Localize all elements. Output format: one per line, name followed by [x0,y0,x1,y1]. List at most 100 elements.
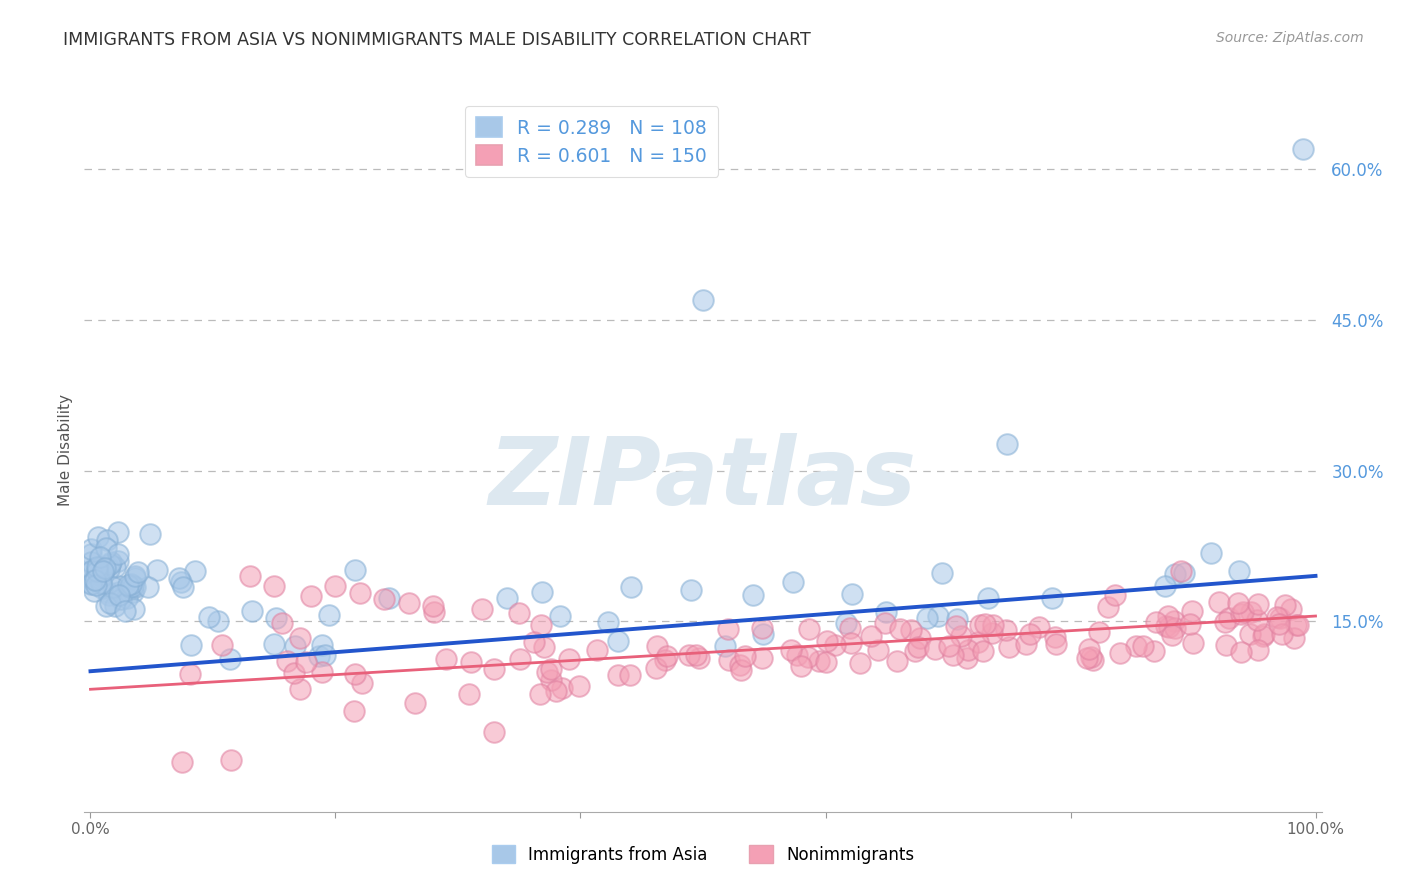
Point [790,659,813,673]
Point [931,566,953,581]
Point [283,665,305,680]
Point [1229,645,1251,659]
Point [815,634,838,648]
Point [343,666,366,681]
Point [89,549,111,564]
Point [973,617,995,632]
Point [221,753,243,767]
Point [458,687,481,701]
Point [1268,617,1291,632]
Point [311,665,333,679]
Point [79,542,101,557]
Point [108,588,131,602]
Point [496,591,519,606]
Point [1125,639,1147,653]
Point [91,581,114,595]
Point [124,580,146,594]
Point [219,652,242,666]
Point [1292,143,1315,157]
Point [942,648,965,662]
Point [84,573,107,587]
Point [80,555,103,569]
Point [956,650,979,665]
Point [136,580,159,594]
Point [97,562,120,576]
Point [957,643,980,657]
Point [530,585,553,599]
Point [557,652,579,666]
Point [685,648,707,663]
Point [533,640,555,654]
Point [1232,605,1254,619]
Point [124,602,146,616]
Point [606,633,628,648]
Point [688,651,710,665]
Point [1164,566,1187,581]
Point [299,589,322,603]
Point [422,599,444,613]
Point [434,652,457,666]
Point [138,526,160,541]
Point [121,585,143,599]
Point [508,606,530,620]
Point [1180,617,1202,632]
Point [398,596,420,610]
Point [82,574,104,588]
Point [94,561,117,575]
Point [751,622,773,636]
Point [751,626,773,640]
Point [108,579,131,593]
Point [1274,598,1296,612]
Point [276,654,298,668]
Point [523,635,546,649]
Point [889,622,911,636]
Text: IMMIGRANTS FROM ASIA VS NONIMMIGRANTS MALE DISABILITY CORRELATION CHART: IMMIGRANTS FROM ASIA VS NONIMMIGRANTS MA… [63,31,811,49]
Point [284,640,307,654]
Point [124,568,146,582]
Point [172,755,194,769]
Point [1215,639,1237,653]
Point [179,667,201,681]
Point [644,661,666,675]
Point [184,564,207,578]
Point [97,558,120,573]
Point [717,653,740,667]
Point [1081,652,1104,666]
Point [915,611,938,625]
Point [1132,639,1154,653]
Y-axis label: Male Disability: Male Disability [58,394,73,507]
Point [80,547,103,561]
Point [509,652,531,666]
Point [124,571,146,585]
Point [120,577,142,591]
Point [1265,610,1288,624]
Point [1208,595,1230,609]
Point [471,602,494,616]
Point [1180,604,1202,618]
Point [908,631,931,645]
Point [349,586,371,600]
Point [170,574,193,589]
Point [529,687,551,701]
Point [1076,650,1098,665]
Point [946,611,969,625]
Point [378,591,401,605]
Point [1154,579,1177,593]
Point [1170,564,1192,578]
Point [797,622,820,636]
Point [117,578,139,592]
Point [786,648,808,662]
Point [1284,617,1306,632]
Point [1144,615,1167,630]
Point [98,596,121,610]
Point [1227,564,1250,578]
Point [995,623,1018,637]
Point [211,639,233,653]
Point [540,662,562,676]
Point [107,547,129,561]
Point [927,609,949,624]
Point [980,625,1002,640]
Point [907,640,929,654]
Point [314,648,336,662]
Point [848,657,870,671]
